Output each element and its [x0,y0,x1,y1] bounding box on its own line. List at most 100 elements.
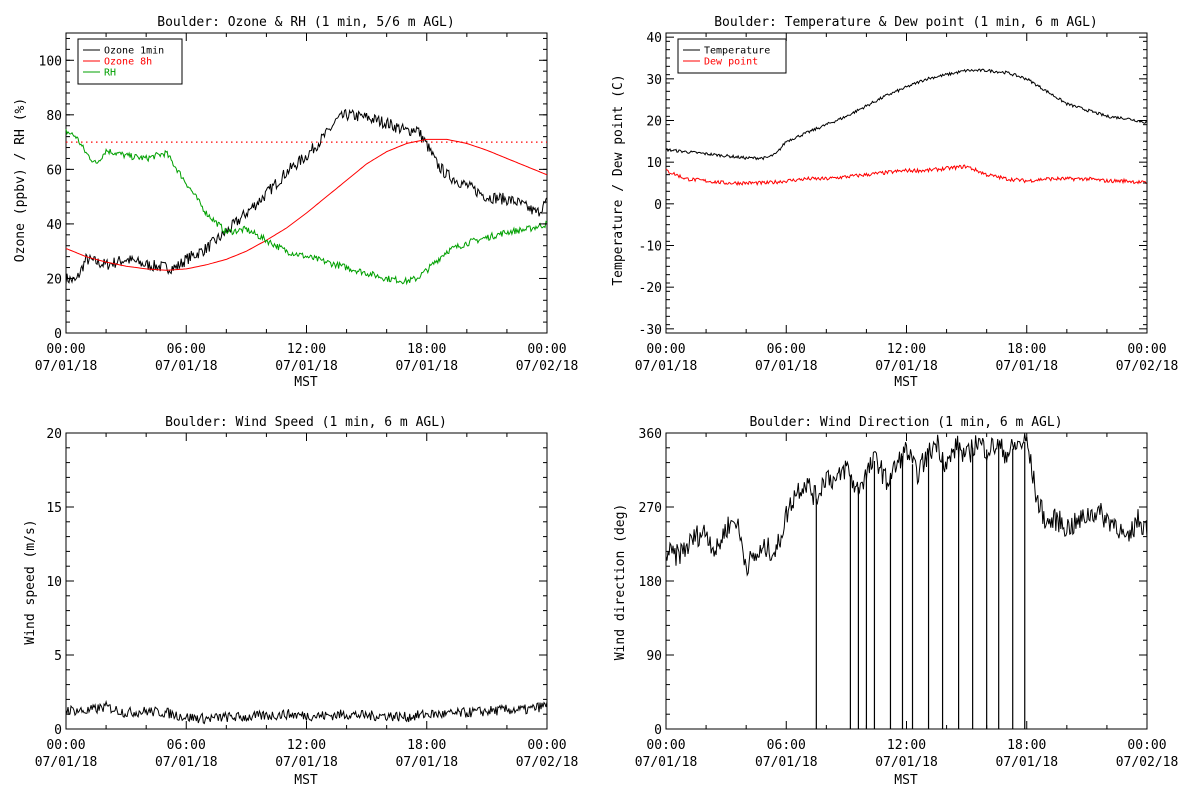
x-tick-date-label: 07/01/18 [395,755,458,770]
x-tick-time-label: 06:00 [767,342,806,357]
x-tick-time-label: 12:00 [287,738,326,753]
x-axis-label: MST [294,375,318,390]
x-tick-date-label: 07/01/18 [755,755,818,770]
ozone-1min-line [65,108,548,285]
y-axis-label: Ozone (ppbv) / RH (%) [13,98,28,262]
chart-wind-speed: Boulder: Wind Speed (1 min, 6 m AGL) MST… [23,415,578,788]
y-tick-label: 90 [646,649,662,664]
y-tick-label: -30 [639,323,662,338]
axes: -30 -20 -10 0 10 20 30 40 00:00 07/01/18 06:00 07/0… [635,31,1179,374]
y-tick-label: 40 [646,31,662,46]
legend-label: Ozone 1min [104,46,164,57]
x-tick-time-label: 18:00 [1007,738,1046,753]
legend-label: Ozone 8h [104,57,152,68]
y-tick-label: 180 [639,575,662,590]
x-tick-time-label: 00:00 [646,738,685,753]
x-axis-label: MST [294,773,318,788]
x-tick-time-label: 00:00 [46,738,85,753]
y-tick-label: 20 [646,115,662,130]
plot-marks [65,699,548,725]
x-tick-date-label: 07/01/18 [155,359,218,374]
plot-frame [665,432,1148,730]
ozone-8h-line [65,138,548,271]
y-tick-label: -10 [639,240,662,255]
y-tick-label: 0 [54,723,62,738]
y-axis-label: Wind direction (deg) [613,504,628,661]
x-tick-date-label: 07/01/18 [635,359,698,374]
y-tick-label: 20 [46,427,62,442]
legend-label: Temperature [704,46,770,57]
x-tick-time-label: 00:00 [1127,342,1166,357]
y-tick-label: 100 [39,54,62,69]
y-tick-label: 0 [654,723,662,738]
chart-title: Boulder: Temperature & Dew point (1 min,… [714,15,1098,30]
chart-ozone-rh: Boulder: Ozone & RH (1 min, 5/6 m AGL) M… [13,15,578,390]
x-tick-date-label: 07/01/18 [875,755,938,770]
wind-dir-line [665,433,1148,577]
rh-line [65,128,548,286]
legend-label: Dew point [704,57,758,68]
x-tick-date-label: 07/01/18 [995,359,1058,374]
y-tick-label: 30 [646,73,662,88]
y-tick-label: 80 [46,109,62,124]
y-tick-label: 40 [46,218,62,233]
x-tick-time-label: 18:00 [1007,342,1046,357]
x-tick-date-label: 07/01/18 [35,359,98,374]
x-tick-date-label: 07/01/18 [35,755,98,770]
x-tick-date-label: 07/01/18 [755,359,818,374]
y-tick-label: 10 [46,575,62,590]
y-tick-label: 15 [46,501,62,516]
x-tick-time-label: 00:00 [1127,738,1166,753]
x-tick-date-label: 07/01/18 [875,359,938,374]
x-tick-time-label: 00:00 [527,342,566,357]
axes: 0 20 40 60 80 100 00:00 07/01/18 06:00 07/01/18 12… [35,33,579,374]
plot-marks [65,108,548,286]
chart-title: Boulder: Wind Speed (1 min, 6 m AGL) [165,415,447,430]
x-tick-date-label: 07/01/18 [155,755,218,770]
y-axis-label: Wind speed (m/s) [23,519,38,644]
x-tick-time-label: 18:00 [407,342,446,357]
legend-box [677,38,787,74]
x-tick-time-label: 00:00 [527,738,566,753]
y-axis-label: Temperature / Dew point (C) [611,74,626,285]
x-tick-date-label: 07/01/18 [395,359,458,374]
y-tick-label: 0 [54,327,62,342]
x-tick-date-label: 07/01/18 [635,755,698,770]
chart-title: Boulder: Ozone & RH (1 min, 5/6 m AGL) [157,15,454,30]
x-axis-label: MST [894,375,918,390]
x-tick-date-label: 07/02/18 [1116,755,1179,770]
y-tick-label: 0 [654,198,662,213]
x-tick-date-label: 07/02/18 [516,359,579,374]
x-tick-time-label: 12:00 [887,738,926,753]
x-tick-time-label: 06:00 [167,738,206,753]
y-tick-label: 20 [46,272,62,287]
axes: 0 90 180 270 360 00:00 07/01/18 06:00 07/01/18 12… [635,427,1179,770]
x-tick-time-label: 00:00 [646,342,685,357]
x-tick-date-label: 07/01/18 [275,755,338,770]
y-tick-label: 270 [639,501,662,516]
plot-frame [65,432,548,730]
x-tick-date-label: 07/02/18 [1116,359,1179,374]
chart-temperature-dewpoint: Boulder: Temperature & Dew point (1 min,… [611,15,1178,390]
wind-speed-line [65,699,548,725]
dew-point-line [665,164,1148,186]
x-tick-time-label: 12:00 [287,342,326,357]
temperature-line [665,68,1148,161]
chart-wind-direction: Boulder: Wind Direction (1 min, 6 m AGL)… [613,415,1178,788]
x-tick-time-label: 00:00 [46,342,85,357]
x-tick-date-label: 07/01/18 [275,359,338,374]
x-tick-time-label: 18:00 [407,738,446,753]
chart-title: Boulder: Wind Direction (1 min, 6 m AGL) [749,415,1062,430]
y-tick-label: 60 [46,163,62,178]
x-tick-date-label: 07/02/18 [516,755,579,770]
x-tick-time-label: 06:00 [167,342,206,357]
x-tick-date-label: 07/01/18 [995,755,1058,770]
y-tick-label: -20 [639,281,662,296]
y-tick-label: 5 [54,649,62,664]
y-tick-label: 10 [646,156,662,171]
x-axis-label: MST [894,773,918,788]
axes: 0 5 10 15 20 00:00 07/01/18 06:00 07/01/18 12:00 0… [35,427,579,770]
